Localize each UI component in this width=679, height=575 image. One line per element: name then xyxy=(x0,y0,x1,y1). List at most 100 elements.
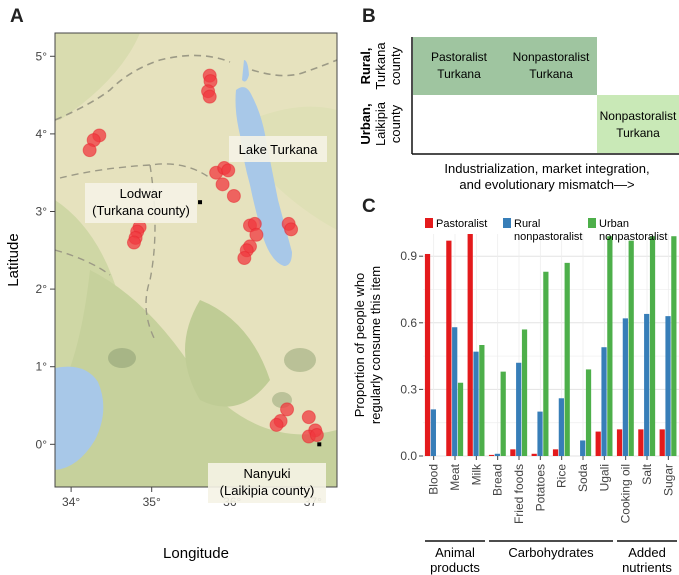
bar-bread-0 xyxy=(488,454,495,456)
bar-fried-foods-2 xyxy=(521,329,528,456)
bar-meat-0 xyxy=(446,240,452,456)
group-label-1: Carbohydrates xyxy=(508,545,594,560)
lodwar-county-label: (Turkana county) xyxy=(92,203,190,218)
diagram-axis-line1: Industrialization, market integration, xyxy=(444,161,649,176)
bar-meat-2 xyxy=(457,382,464,456)
legend-label-1: Rural xyxy=(514,218,540,230)
map-labels: Lake Turkana Lodwar (Turkana county) Nanyuk… xyxy=(85,136,327,503)
study-site-point xyxy=(126,235,141,250)
cell2-line1: Nonpastoralist xyxy=(513,50,590,64)
group-label-2-line2: nutrients xyxy=(622,560,672,575)
bar-blood-1 xyxy=(430,409,436,456)
group-label-2: Added xyxy=(628,545,666,560)
legend-label-2: Urban xyxy=(599,218,629,230)
row2-label-l2: county xyxy=(388,104,403,143)
bar-rice-1 xyxy=(558,398,564,456)
chart-x-tick-label: Bread xyxy=(491,464,505,496)
map-x-tick-label: 35° xyxy=(143,495,161,509)
bar-cooking-oil-1 xyxy=(622,318,628,456)
legend-label-1-line2: nonpastoralist xyxy=(514,231,583,243)
bar-meat-1 xyxy=(452,327,458,456)
bar-milk-0 xyxy=(467,234,473,456)
chart-bars xyxy=(424,234,677,456)
row2-label-region: Laikipia xyxy=(373,101,388,146)
map-xlabel: Longitude xyxy=(163,545,229,562)
chart-y-tick-label: 0.6 xyxy=(400,316,417,330)
row1-label-bold: Rural, xyxy=(358,48,373,85)
chart-x-tick-label: Rice xyxy=(555,464,569,488)
study-site-point xyxy=(82,143,97,158)
map-y-tick-label: 3° xyxy=(36,204,48,218)
bar-bread-1 xyxy=(494,453,500,456)
map-ylabel: Latitude xyxy=(5,233,22,286)
bar-blood-0 xyxy=(424,253,431,456)
group-label-0: Animal xyxy=(435,545,475,560)
chart-x-tick-label: Potatoes xyxy=(533,464,547,511)
group-label-0-line2: products xyxy=(430,560,480,575)
chart-plot-area xyxy=(423,234,679,456)
row1-label-l2: county xyxy=(388,46,403,85)
legend-label-0: Pastoralist xyxy=(436,218,487,230)
map-frame xyxy=(54,32,338,488)
bar-bread-2 xyxy=(500,371,506,456)
nanyuki-label-box xyxy=(208,463,326,503)
lake-label-box xyxy=(229,136,327,162)
chart-x-tick-label: Blood xyxy=(427,464,441,495)
legend-swatch-1 xyxy=(503,218,511,228)
chart-x-tick-label: Sugar xyxy=(661,464,675,496)
map-y-tick-label: 4° xyxy=(36,127,48,141)
chart-y-tick-label: 0.3 xyxy=(400,382,417,396)
lake-turkana-label: Lake Turkana xyxy=(239,142,319,157)
row1-label-county: county xyxy=(388,46,403,85)
chart-ylabel-line2: regularly consume this item xyxy=(368,266,383,424)
cell1-line2: Turkana xyxy=(437,67,481,81)
cell3-line2: Turkana xyxy=(616,126,660,140)
diagram-axis-line2: and evolutionary mismatch—> xyxy=(459,177,634,192)
study-site-point xyxy=(309,428,324,443)
chart-x-tick-label: Milk xyxy=(469,463,483,485)
chart-x-tick-label: Cooking oil xyxy=(619,464,633,523)
row1-label-region: Turkana xyxy=(373,42,388,90)
lodwar-label: Lodwar xyxy=(120,186,163,201)
legend-swatch-2 xyxy=(588,218,596,228)
study-site-point xyxy=(284,222,299,237)
bar-sugar-1 xyxy=(665,316,671,456)
bar-potatoes-0 xyxy=(531,453,537,456)
bar-soda-2 xyxy=(585,369,592,456)
map-y-tick-label: 2° xyxy=(36,282,48,296)
bar-fried-foods-0 xyxy=(510,449,516,456)
map-x-tick-label: 34° xyxy=(62,495,80,509)
bar-rice-0 xyxy=(552,449,559,456)
cell3-line1: Nonpastoralist xyxy=(600,109,677,123)
cell1-line1: Pastoralist xyxy=(431,50,488,64)
chart-x-tick-label: Salt xyxy=(640,463,654,484)
chart-x-tick-label: Meat xyxy=(448,463,462,490)
map-panel: 34°35°36°37°0°1°2°3°4°5° Lake TurkanaLod… xyxy=(5,32,338,562)
bar-potatoes-2 xyxy=(543,271,549,456)
lodwar-marker xyxy=(198,200,203,205)
bar-ugali-1 xyxy=(601,347,607,456)
bar-ugali-0 xyxy=(595,431,601,456)
map-y-tick-label: 0° xyxy=(36,437,48,451)
map-points xyxy=(82,68,324,444)
nanyuki-marker xyxy=(317,442,322,447)
panel-a-letter: A xyxy=(10,6,24,27)
bar-cooking-oil-2 xyxy=(628,240,634,456)
bar-milk-1 xyxy=(473,351,479,456)
row1-label-l1: Turkana xyxy=(373,42,388,90)
legend-swatch-0 xyxy=(425,218,433,228)
row2-label-l1: Laikipia xyxy=(373,101,388,146)
study-site-point xyxy=(202,89,217,104)
nanyuki-label: Nanyuki xyxy=(244,466,291,481)
map-background xyxy=(55,33,337,487)
diagram-panel: Pastoralist Turkana Nonpastoralist Turka… xyxy=(358,37,679,192)
bar-soda-1 xyxy=(580,440,586,456)
study-site-point xyxy=(269,417,284,432)
study-site-point xyxy=(221,163,236,178)
bar-cooking-oil-0 xyxy=(616,429,623,456)
bar-chart-panel: 0.0 0.3 0.6 0.9 Blood Meat Milk Bread Fried foo… xyxy=(352,218,679,575)
map-y-tick-label: 5° xyxy=(36,49,48,63)
row2-label: Urban, xyxy=(358,103,373,144)
